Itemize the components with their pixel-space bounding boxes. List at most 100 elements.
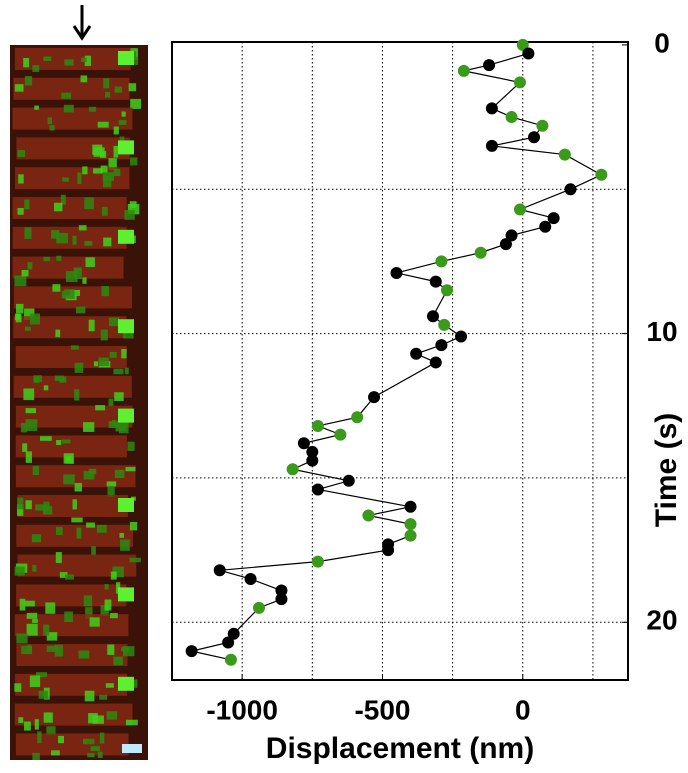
kymo-spot (32, 752, 40, 761)
kymo-spot (38, 690, 48, 699)
kymo-spot (118, 119, 127, 125)
kymo-spot (56, 255, 62, 261)
plot-area (171, 41, 629, 681)
kymo-spot (72, 499, 77, 510)
kymo-spot (93, 168, 103, 174)
data-point (306, 454, 319, 467)
kymo-spot (22, 443, 28, 452)
kymo-spot (97, 751, 103, 759)
data-point (297, 437, 310, 450)
data-point (474, 246, 487, 259)
data-point (368, 391, 381, 404)
kymo-spot (33, 375, 43, 382)
kymo-spot (23, 388, 35, 401)
kymo-spot (64, 59, 74, 66)
data-point (410, 347, 423, 360)
kymo-spot (127, 203, 140, 215)
kymo-spot (70, 345, 79, 350)
data-point (499, 238, 512, 251)
data-point (286, 463, 299, 476)
data-point (539, 220, 552, 233)
kymo-band (13, 375, 132, 398)
kymo-spot (69, 289, 81, 296)
kymograph-image (10, 45, 148, 761)
data-point (404, 500, 417, 513)
kymo-spot (92, 715, 104, 724)
kymo-spot (97, 121, 109, 128)
kymo-spot (73, 267, 82, 279)
data-point (311, 483, 324, 496)
kymo-spot (108, 158, 117, 171)
data-point (516, 38, 529, 51)
data-point (213, 564, 226, 577)
kymo-bg (10, 45, 148, 760)
kymo-spot (24, 326, 31, 331)
kymo-spot (46, 726, 56, 736)
kymo-spot (23, 57, 30, 68)
kymo-spot (101, 286, 109, 297)
data-point (429, 356, 442, 369)
data-point (342, 474, 355, 487)
kymo-spot (106, 481, 117, 487)
kymo-spot (115, 423, 126, 432)
kymo-band (13, 77, 130, 100)
data-point (485, 102, 498, 115)
kymo-spot (114, 86, 123, 93)
kymo-band (12, 226, 127, 249)
kymo-spot (15, 313, 22, 323)
kymo-spot (119, 136, 125, 143)
kymo-spot (109, 351, 117, 358)
kymo-spot (118, 676, 134, 691)
kymo-spot (56, 526, 63, 536)
data-point (536, 119, 549, 132)
kymo-spot (82, 277, 87, 284)
data-point (390, 266, 403, 279)
kymo-spot (78, 225, 87, 231)
kymo-spot (108, 398, 114, 407)
kymo-spot (129, 557, 141, 563)
kymo-spot (82, 166, 88, 175)
kymo-spot (56, 232, 69, 244)
kymo-spot (124, 210, 135, 220)
kymo-spot (78, 650, 90, 659)
kymo-spot (86, 522, 95, 528)
x-tick-label: 0 (515, 694, 531, 725)
data-point (334, 428, 347, 441)
kymo-spot (129, 201, 137, 208)
kymo-spot (106, 711, 118, 720)
kymo-spot (130, 157, 138, 166)
kymo-spot (18, 174, 24, 184)
kymo-spot (119, 532, 124, 538)
kymo-spot (14, 566, 25, 576)
kymo-spot (130, 98, 142, 109)
data-point (311, 555, 324, 568)
data-point (558, 148, 571, 161)
data-point (564, 183, 577, 196)
kymo-spot (121, 111, 126, 117)
data-point (485, 139, 498, 152)
kymo-spot (103, 237, 112, 247)
data-point (435, 339, 448, 352)
data-point (222, 636, 235, 649)
arrow (72, 5, 92, 41)
kymo-spot (124, 367, 129, 375)
kymo-spot (113, 126, 119, 135)
kymo-spot (127, 441, 135, 451)
data-point (404, 529, 417, 542)
kymo-spot (43, 624, 50, 636)
kymo-spot (32, 564, 37, 572)
kymo-spot (64, 289, 75, 299)
kymo-spot (108, 317, 120, 327)
kymo-spot (26, 612, 38, 619)
data-point (457, 64, 470, 77)
kymo-spot (74, 362, 84, 373)
kymo-spot (83, 422, 95, 432)
data-point (404, 518, 417, 531)
kymo-spot (101, 206, 108, 216)
kymo-spot (87, 753, 95, 758)
kymo-spot (24, 199, 30, 210)
kymo-spot (88, 106, 97, 112)
kymo-band (15, 435, 127, 458)
kymo-band (16, 644, 128, 666)
